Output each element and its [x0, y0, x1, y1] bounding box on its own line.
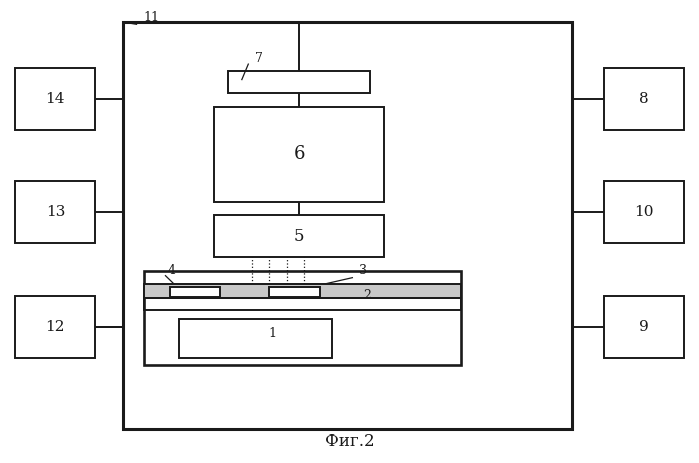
Text: 13: 13 — [45, 205, 65, 219]
Text: 8: 8 — [639, 92, 649, 106]
Bar — [228, 71, 370, 94]
Bar — [15, 181, 95, 243]
Text: 14: 14 — [45, 92, 65, 106]
Bar — [604, 68, 684, 130]
Text: 10: 10 — [634, 205, 654, 219]
Text: 5: 5 — [294, 228, 304, 244]
Text: 9: 9 — [639, 320, 649, 334]
Text: 4: 4 — [168, 264, 176, 277]
Bar — [144, 298, 461, 310]
Bar — [15, 68, 95, 130]
Bar — [604, 181, 684, 243]
Bar — [144, 270, 461, 365]
Text: 1: 1 — [269, 327, 277, 340]
Bar — [214, 215, 384, 257]
Bar — [214, 107, 384, 201]
Bar — [179, 319, 332, 358]
Bar — [170, 287, 220, 297]
Text: 6: 6 — [294, 145, 305, 163]
Text: 3: 3 — [359, 264, 368, 277]
Text: 12: 12 — [45, 320, 65, 334]
Text: 11: 11 — [143, 11, 159, 24]
Bar — [269, 287, 319, 297]
Bar — [15, 296, 95, 358]
Text: 7: 7 — [255, 52, 263, 65]
Bar — [144, 283, 461, 298]
Text: Фиг.2: Фиг.2 — [325, 433, 374, 450]
Bar — [604, 296, 684, 358]
Bar — [123, 22, 572, 429]
Text: 2: 2 — [363, 289, 371, 302]
